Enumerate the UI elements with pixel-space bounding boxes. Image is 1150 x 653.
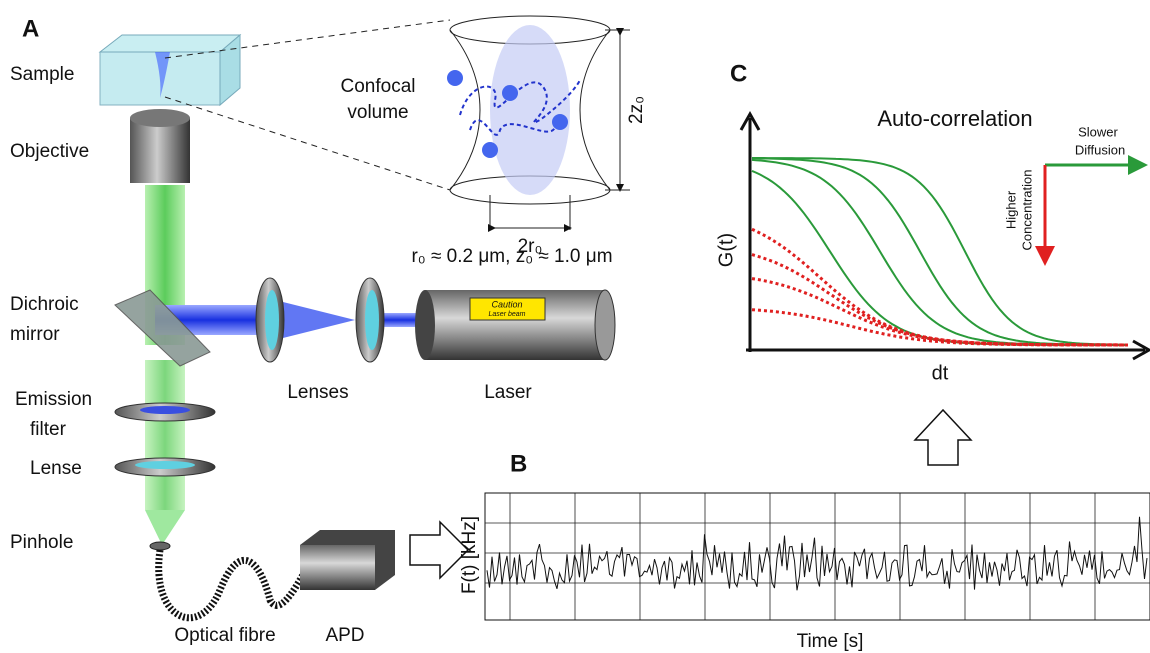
- arrow-head: [1128, 155, 1148, 175]
- particle: [447, 70, 463, 86]
- zoom-line: [164, 19, 451, 59]
- particle: [552, 114, 568, 130]
- focus: [155, 52, 170, 98]
- green-cone: [145, 510, 185, 545]
- objective-top: [130, 109, 190, 127]
- caution: Caution: [491, 299, 522, 309]
- label: Sample: [10, 64, 74, 85]
- trace-panel: [484, 492, 1150, 621]
- hourglass: [449, 29, 611, 191]
- lens-glass: [265, 290, 279, 350]
- label: APD: [325, 625, 364, 646]
- red-curve: [751, 277, 1128, 347]
- trace: [486, 516, 1148, 591]
- confocal-ellipsoid: [490, 25, 570, 195]
- label: Emission: [15, 389, 92, 410]
- label: Dichroic: [10, 294, 79, 315]
- annotation: Concentration: [1019, 170, 1034, 251]
- blue-beam: [370, 313, 430, 327]
- label: Pinhole: [10, 532, 73, 553]
- x-label: dt: [932, 362, 949, 384]
- objective: [130, 118, 190, 183]
- annotation: Slower: [1078, 124, 1118, 139]
- label: Optical fibre: [174, 625, 275, 646]
- arrow-head: [1035, 246, 1055, 266]
- green-curve: [752, 157, 1128, 346]
- optics: [98, 15, 973, 622]
- label: Lense: [30, 458, 82, 479]
- panel-label: A: [22, 15, 39, 42]
- correlation-panel: [739, 110, 1150, 361]
- zoom-line: [164, 96, 451, 191]
- flow-arrow: [409, 520, 470, 580]
- label: Confocal: [341, 76, 416, 97]
- optical-fibre: [155, 549, 314, 622]
- lens-glass: [365, 290, 379, 350]
- panel-label: C: [730, 60, 747, 87]
- apd-front: [300, 545, 375, 590]
- axis-arrow: [1132, 339, 1150, 361]
- panel-label: B: [510, 450, 527, 477]
- label: Objective: [10, 141, 89, 162]
- blue-cone: [275, 300, 355, 340]
- label: mirror: [10, 324, 60, 345]
- caution-sticker: [469, 297, 546, 321]
- height-label: 2z₀: [626, 96, 647, 124]
- pinhole: [149, 541, 171, 551]
- annotation: Diffusion: [1075, 142, 1125, 157]
- flow-arrow: [913, 408, 973, 466]
- label: Lenses: [287, 382, 348, 403]
- laser-end: [415, 290, 435, 360]
- trajectory: [459, 79, 581, 136]
- label: Laser: [484, 382, 532, 403]
- label: volume: [347, 102, 408, 123]
- green-beam: [145, 360, 185, 510]
- label: filter: [30, 419, 67, 440]
- particle: [482, 142, 498, 158]
- sample-top: [98, 34, 242, 53]
- filter-glass: [140, 406, 190, 414]
- lense-glass: [135, 461, 195, 469]
- particle: [502, 85, 518, 101]
- axis-arrow: [739, 110, 761, 131]
- width-label: 2r₀: [518, 236, 543, 257]
- green-curve: [751, 169, 1128, 346]
- laser-end: [594, 289, 616, 361]
- trace-frame: [484, 492, 1150, 621]
- dichroic-mirror: [114, 289, 211, 367]
- title: Auto-correlation: [877, 106, 1032, 131]
- caution: Laser beam: [489, 311, 526, 318]
- y-label: G(t): [715, 233, 737, 267]
- annotation: Higher: [1003, 190, 1018, 229]
- dimensions: r₀ ≈ 0.2 μm, z₀ ≈ 1.0 μm: [411, 246, 612, 267]
- y-label: F(t) [kHz]: [459, 516, 480, 594]
- x-label: Time [s]: [797, 631, 864, 652]
